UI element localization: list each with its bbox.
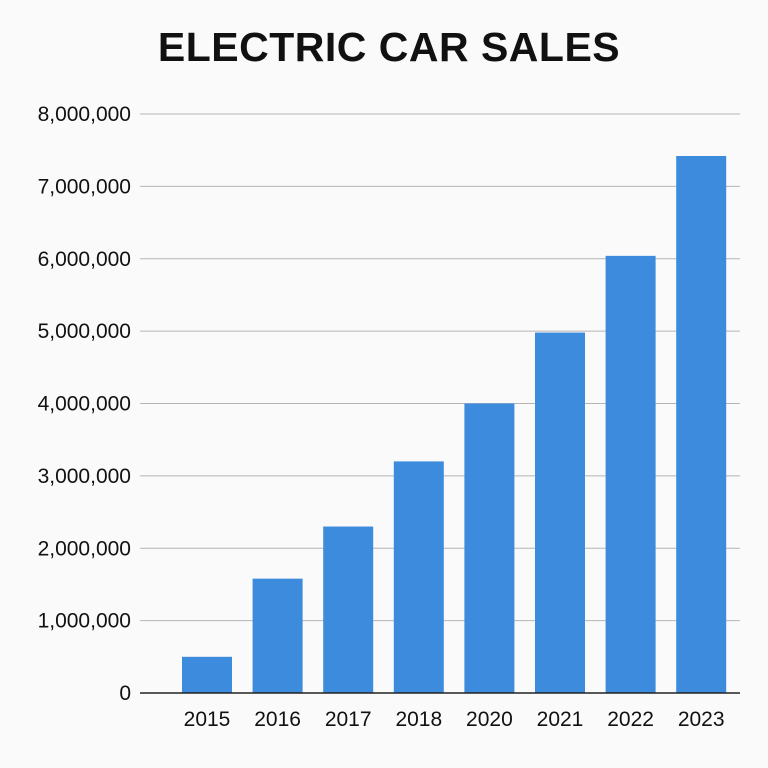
y-tick-label: 5,000,000 xyxy=(38,320,131,343)
chart-title: ELECTRIC CAR SALES xyxy=(157,24,621,70)
bar-2023 xyxy=(676,155,727,694)
y-tick-label: 1,000,000 xyxy=(38,610,131,633)
x-tick-label: 2022 xyxy=(607,708,654,731)
y-tick-label: 3,000,000 xyxy=(38,465,131,488)
x-tick-label: 2020 xyxy=(466,708,513,731)
y-tick-label: 6,000,000 xyxy=(38,248,131,271)
bar-2017 xyxy=(323,526,374,693)
x-tick-label: 2015 xyxy=(184,708,231,731)
bar-2022 xyxy=(605,255,656,694)
y-tick-label: 0 xyxy=(119,682,131,705)
x-tick-label: 2017 xyxy=(325,708,372,731)
x-tick-label: 2018 xyxy=(395,708,442,731)
bar-2020 xyxy=(464,403,515,693)
bar-2021 xyxy=(535,332,585,693)
y-tick-label: 4,000,000 xyxy=(38,393,131,416)
y-tick-labels: 0 1,000,000 2,000,000 3,000,000 4,000,000 5,0… xyxy=(38,103,131,705)
bar-2016 xyxy=(252,578,303,693)
x-tick-label: 2016 xyxy=(254,708,301,731)
bars xyxy=(182,155,727,694)
y-tick-label: 2,000,000 xyxy=(38,537,131,560)
x-tick-labels: 2015 2016 2017 2018 2020 2021 2022 2023 xyxy=(184,708,725,731)
bar-2018 xyxy=(393,461,444,693)
y-tick-label: 7,000,000 xyxy=(38,175,131,198)
y-tick-label: 8,000,000 xyxy=(38,103,131,126)
x-tick-label: 2021 xyxy=(537,708,584,731)
x-tick-label: 2023 xyxy=(678,708,725,731)
bar-2015 xyxy=(182,656,232,693)
